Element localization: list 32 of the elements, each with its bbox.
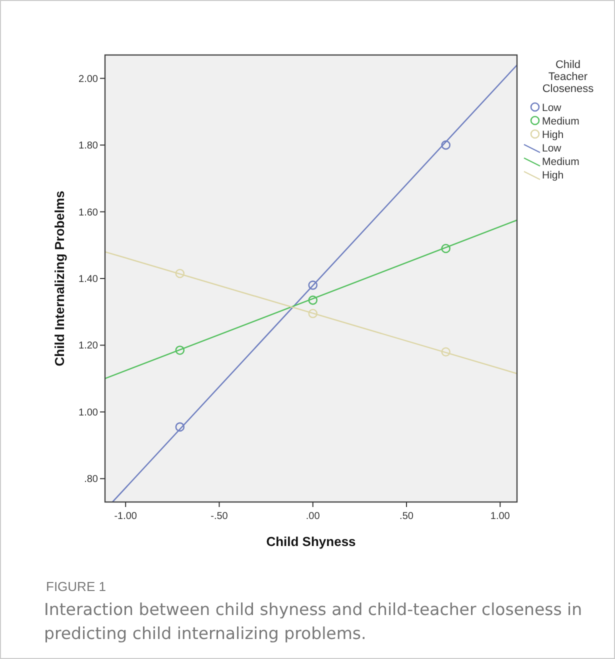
x-tick-label: .00 xyxy=(306,511,320,522)
point xyxy=(175,346,185,355)
point xyxy=(175,268,185,278)
y-tick-label: 1.20 xyxy=(78,340,98,352)
y-tick-label: 1.00 xyxy=(78,407,98,418)
y-tick-label: 1.60 xyxy=(78,207,98,218)
y-tick-label: 1.40 xyxy=(78,274,98,285)
x-tick-label: -.50 xyxy=(210,511,228,522)
y-axis-title: Child Internalizing Probelms xyxy=(52,190,67,366)
point xyxy=(308,308,318,318)
point xyxy=(441,244,450,254)
legend-label: Medium xyxy=(542,116,580,128)
point xyxy=(441,347,450,357)
y-tick-label: 2.00 xyxy=(78,74,98,85)
caption: FIGURE 1 xyxy=(46,579,106,594)
point xyxy=(175,422,185,432)
legend-label: High xyxy=(542,170,564,182)
x-tick-label: .50 xyxy=(400,511,414,522)
legend-title: Child Teacher Closeness xyxy=(542,59,594,95)
legend-label: High xyxy=(542,129,564,141)
y-tick-label: .80 xyxy=(84,474,98,486)
legend-label: Medium xyxy=(542,156,580,168)
text: Interaction between child shyness and child-teacher closeness in predicting child internalizing problems. xyxy=(44,599,584,645)
point xyxy=(441,140,450,150)
x-tick-label: -1.00 xyxy=(114,511,138,522)
x-axis-title: Child Shyness xyxy=(266,534,356,549)
legend-label: Low xyxy=(542,102,562,114)
point xyxy=(308,280,318,290)
x-tick-label: 1.00 xyxy=(490,511,510,522)
y-tick-label: 1.80 xyxy=(78,140,98,152)
legend-label: Low xyxy=(542,142,562,154)
point xyxy=(308,296,318,305)
